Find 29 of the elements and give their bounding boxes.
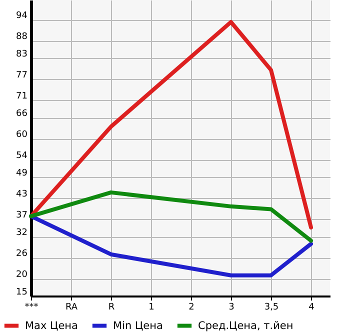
y-tick-label: 94 [16,11,28,22]
x-tick-label: RA [65,302,78,312]
x-tick-label: *** [24,302,39,312]
y-tick-label: 66 [16,109,28,120]
y-tick-label: 20 [16,270,28,280]
x-tick-label: 3 [228,302,234,312]
y-tick-label: 83 [16,50,28,60]
y-tick-label: 32 [16,228,28,238]
y-tick-label: 15 [16,288,28,298]
legend-label: Max Цена [25,320,78,332]
y-tick-label: 60 [16,130,28,140]
x-tick-label: 1 [148,302,154,312]
line-series [29,190,313,243]
y-tick-label: 37 [16,210,28,221]
y-tick-label: 88 [16,32,28,42]
legend-label: Сред.Цена, т.йен [198,320,294,332]
y-tick-label: 71 [16,92,28,102]
y-tick-label: 49 [16,168,28,179]
x-tick-label: R [108,302,115,312]
y-tick-label: 26 [16,249,28,260]
line-series [29,214,313,278]
y-tick-label: 77 [16,70,28,81]
legend-label: Min Цена [113,320,163,332]
line-series [29,20,313,230]
x-tick-label: 4 [308,302,315,312]
y-tick-label: 43 [16,190,28,200]
x-tick-label: 2 [188,302,194,312]
x-tick-label: 3,5 [264,302,279,312]
y-tick-label: 54 [16,151,28,162]
